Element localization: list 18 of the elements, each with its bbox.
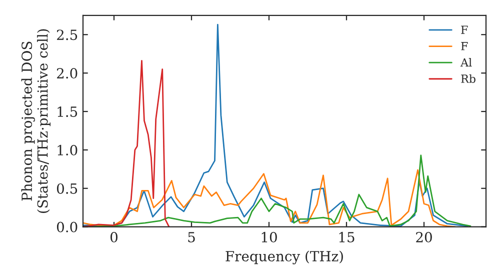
legend-label: F [461,42,468,50]
y-axis-title: Phonon projected DOS (States/THz·primitive cell) [21,29,50,213]
y-tick-label: 1.5 [58,106,78,117]
legend-label: Rb [461,74,476,83]
x-axis-title: Frequency (THz) [226,250,343,264]
x-tick-label: 5 [188,232,195,242]
line-series [83,60,170,227]
legend-label: F [461,26,468,34]
y-tick-label: 0.5 [56,183,78,194]
y-tick-label: 2.5 [56,30,78,40]
x-tick-label: 15 [339,232,354,242]
x-tick-label: 10 [262,232,277,242]
legend-label: Al [460,58,472,66]
x-tick-label: 20 [416,232,432,242]
y-tick-label: 2.0 [56,68,78,79]
x-tick-label: 0 [110,232,118,242]
y-tick-label: 1.0 [58,144,78,156]
y-tick-label: 0.0 [56,222,78,232]
